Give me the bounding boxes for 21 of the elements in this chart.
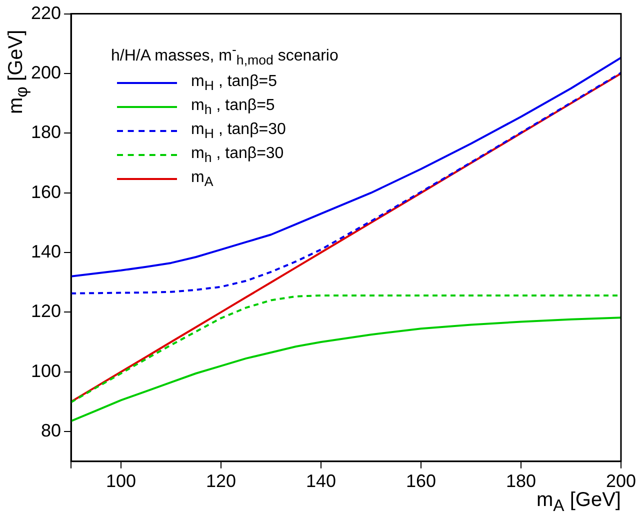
legend-label: m$_{H}$ , tanβ=30 xyxy=(191,121,286,142)
legend-label: m$_{h}$ , tanβ=5 xyxy=(191,97,275,118)
x-tick-label: 140 xyxy=(306,471,336,492)
x-axis-title: m$_{A}$ [GeV] xyxy=(536,489,621,516)
legend-label: m$_{A}$ xyxy=(191,169,214,190)
y-tick-label: 80 xyxy=(41,420,62,441)
x-tick-label: 100 xyxy=(106,471,136,492)
x-tick-label: 160 xyxy=(406,471,436,492)
y-tick-label: 120 xyxy=(30,301,62,322)
y-tick-label: 180 xyxy=(30,122,62,142)
y-tick-label: 200 xyxy=(30,62,62,82)
x-tick-label: 180 xyxy=(506,471,536,492)
legend-label: m$_{h}$ , tanβ=30 xyxy=(191,145,284,166)
y-tick-label: 140 xyxy=(30,241,62,262)
y-tick-label: 220 xyxy=(30,2,62,23)
legend-label: m$_{H}$ , tanβ=5 xyxy=(191,73,278,94)
x-tick-label: 200 xyxy=(606,471,636,492)
y-tick-label: 100 xyxy=(30,360,62,381)
legend-title: h/H/A masses, m$^{-}$$_{h,mod}$ scenario xyxy=(111,42,338,68)
x-tick-label: 120 xyxy=(206,471,236,492)
y-tick-label: 160 xyxy=(30,182,62,202)
